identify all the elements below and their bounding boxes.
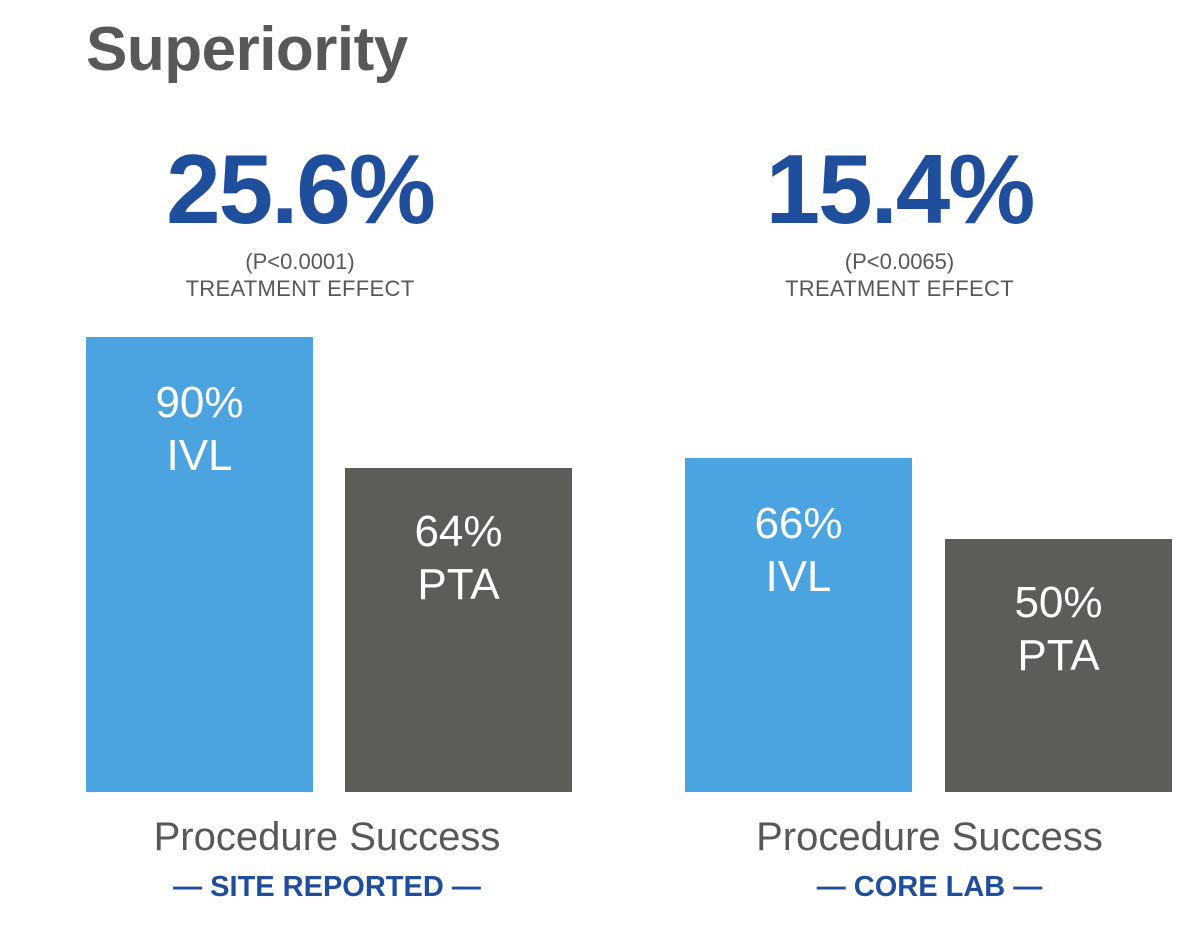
bar-group-label: IVL <box>166 430 233 480</box>
bar-group-label: PTA <box>1017 630 1100 680</box>
bar-value-label: 66% <box>754 499 843 548</box>
ivl-bar: 66% IVL <box>685 458 912 792</box>
bar-label: 90% IVL <box>86 377 313 483</box>
source-label: — SITE REPORTED — <box>173 871 481 903</box>
page-title: Superiority <box>86 15 408 84</box>
pta-bar: 50% PTA <box>945 539 1172 792</box>
ivl-bar: 90% IVL <box>86 337 313 792</box>
pta-bar: 64% PTA <box>345 468 572 792</box>
p-value: (P<0.0001) <box>245 249 355 274</box>
metric-title: Procedure Success <box>756 815 1103 859</box>
core-lab-panel: 15.4% (P<0.0065) TREATMENT EFFECT 66% IV… <box>600 0 1199 932</box>
treatment-effect-value: 15.4% <box>765 134 1036 244</box>
bar-value-label: 64% <box>414 507 503 556</box>
bar-label: 66% IVL <box>685 498 912 604</box>
bar-value-label: 90% <box>155 378 244 427</box>
p-value: (P<0.0065) <box>844 249 955 274</box>
bar-group-label: PTA <box>417 559 500 609</box>
bar-value-label: 50% <box>1014 578 1103 627</box>
treatment-effect-value: 25.6% <box>166 134 436 244</box>
treatment-effect-label: TREATMENT EFFECT <box>185 276 415 301</box>
bar-group-label: IVL <box>765 551 832 601</box>
metric-title: Procedure Success <box>153 815 501 859</box>
bar-label: 50% PTA <box>945 577 1172 683</box>
bar-label: 64% PTA <box>345 506 572 612</box>
source-label: — CORE LAB — <box>816 871 1043 903</box>
treatment-effect-label: TREATMENT EFFECT <box>785 276 1014 301</box>
site-reported-panel: 25.6% (P<0.0001) TREATMENT EFFECT 90% IV… <box>86 134 572 903</box>
